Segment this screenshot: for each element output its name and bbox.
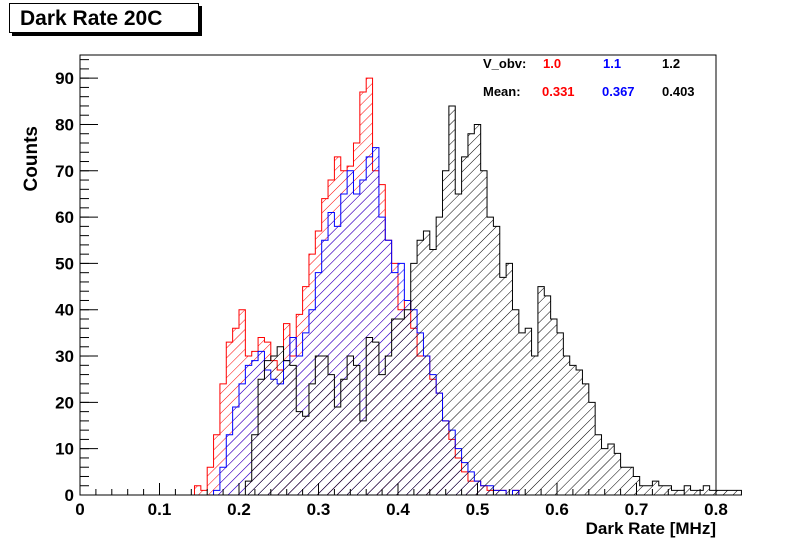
series-1-2-outline xyxy=(80,105,742,496)
y-tick-label: 60 xyxy=(55,208,74,227)
legend-vobv-value: 1.2 xyxy=(662,56,680,71)
y-tick-label: 30 xyxy=(55,347,74,366)
x-tick-label: 0.4 xyxy=(386,500,410,519)
series-1-2-histogram xyxy=(80,105,742,496)
x-tick-label: 0.5 xyxy=(466,500,490,519)
y-tick-label: 10 xyxy=(55,440,74,459)
y-tick-label: 90 xyxy=(55,69,74,88)
y-tick-label: 20 xyxy=(55,393,74,412)
x-tick-label: 0.8 xyxy=(704,500,728,519)
x-axis-label: Dark Rate [MHz] xyxy=(586,519,716,538)
x-tick-label: 0.1 xyxy=(148,500,172,519)
x-tick-label: 0.3 xyxy=(307,500,331,519)
legend-vobv-value: 1.1 xyxy=(603,56,621,71)
legend-vobv-label: V_obv: xyxy=(483,56,526,71)
legend-mean-label: Mean: xyxy=(483,84,521,99)
legend-table: V_obv: Mean: 1.0 0.331 1.1 0.367 1.2 0.403 xyxy=(483,56,695,99)
chart-title: Dark Rate 20C xyxy=(9,3,199,33)
y-tick-label: 40 xyxy=(55,301,74,320)
y-tick-label: 80 xyxy=(55,115,74,134)
legend-vobv-value: 1.0 xyxy=(543,56,561,71)
legend-mean-value: 0.367 xyxy=(602,84,635,99)
legend-mean-value: 0.403 xyxy=(662,84,695,99)
y-tick-label: 70 xyxy=(55,162,74,181)
legend-mean-value: 0.331 xyxy=(542,84,575,99)
x-tick-label: 0 xyxy=(75,500,84,519)
y-tick-label: 0 xyxy=(65,486,74,505)
x-tick-label: 0.7 xyxy=(625,500,649,519)
y-axis-label: Counts xyxy=(21,126,42,191)
y-tick-label: 50 xyxy=(55,254,74,273)
x-tick-label: 0.6 xyxy=(545,500,569,519)
x-tick-label: 0.2 xyxy=(227,500,251,519)
